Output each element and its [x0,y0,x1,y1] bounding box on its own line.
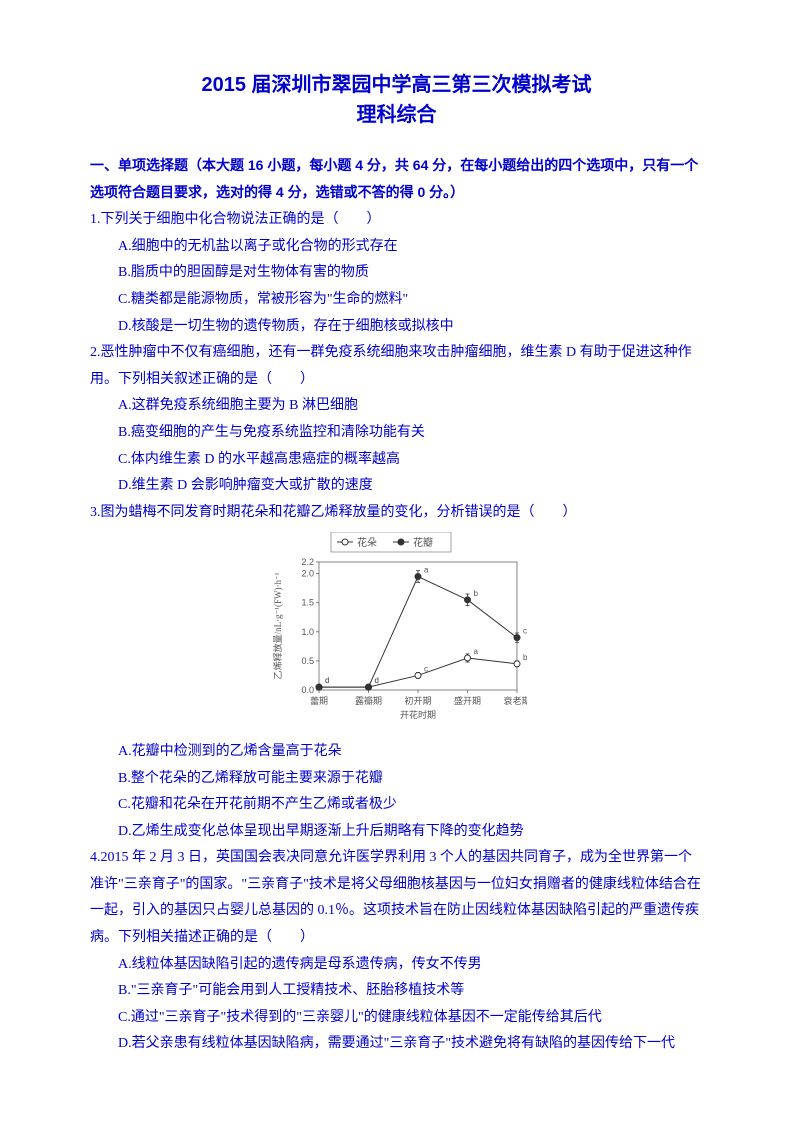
exam-page: 2015 届深圳市翠园中学高三第三次模拟考试 理科综合 一、单项选择题（本大题 … [0,0,793,1118]
question-1-option-d: D.核酸是一切生物的遗传物质，存在于细胞核或拟核中 [90,314,703,341]
svg-text:花朵: 花朵 [357,536,377,549]
question-3-option-b: B.整个花朵的乙烯释放可能主要来源于花瓣 [90,766,703,793]
question-2-option-b: B.癌变细胞的产生与免疫系统监控和清除功能有关 [90,420,703,447]
question-4-option-d: D.若父亲患有线粒体基因缺陷病，需要通过"三亲育子"技术避免将有缺陷的基因传给下… [90,1031,703,1058]
question-4-stem: 4.2015 年 2 月 3 日，英国国会表决同意允许医学界利用 3 个人的基因… [90,845,703,951]
question-1-option-a: A.细胞中的无机盐以离子或化合物的形式存在 [90,234,703,261]
section-instruction: 一、单项选择题（本大题 16 小题，每小题 4 分，共 64 分，在每小题给出的… [90,152,703,205]
question-4-option-c: C.通过"三亲育子"技术得到的"三亲婴儿"的健康线粒体基因不一定能传给其后代 [90,1005,703,1032]
svg-text:0.0: 0.0 [301,685,314,695]
svg-text:a: a [424,566,429,575]
svg-text:0.5: 0.5 [301,656,314,666]
svg-text:b: b [473,589,478,598]
question-3-stem: 3.图为蜡梅不同发育时期花朵和花瓣乙烯释放量的变化，分析错误的是（ ） [90,500,703,527]
svg-text:露瓣期: 露瓣期 [354,696,381,706]
svg-text:2.2: 2.2 [301,557,314,567]
question-3-option-a: A.花瓣中检测到的乙烯含量高于花朵 [90,739,703,766]
question-4-option-b: B."三亲育子"可能会用到人工授精技术、胚胎移植技术等 [90,978,703,1005]
svg-text:盛开期: 盛开期 [453,695,480,706]
svg-text:c: c [523,627,527,636]
svg-text:1.0: 1.0 [301,627,314,637]
svg-text:b: b [523,653,527,662]
title-line2: 理科综合 [357,104,437,126]
svg-text:c: c [325,676,329,685]
question-2-option-c: C.体内维生素 D 的水平越高患癌症的概率越高 [90,447,703,474]
question-1-stem: 1.下列关于细胞中化合物说法正确的是（ ） [90,207,703,234]
question-3-option-d: D.乙烯生成变化总体呈现出早期逐渐上升后期略有下降的变化趋势 [90,819,703,846]
exam-title: 2015 届深圳市翠园中学高三第三次模拟考试 理科综合 [90,70,703,130]
svg-text:乙烯释放量/nL·g⁻¹(FW)·h⁻¹: 乙烯释放量/nL·g⁻¹(FW)·h⁻¹ [272,573,283,680]
ethylene-chart: 0.0 0.5 1.0 1.5 2.0 2.2 蕾期 露瓣期 初开期 盛开期 衰老期 乙烯释放量/nL… [267,532,527,722]
question-4-option-a: A.线粒体基因缺陷引起的遗传病是母系遗传病，传女不传男 [90,952,703,979]
question-2-option-a: A.这群免疫系统细胞主要为 B 淋巴细胞 [90,393,703,420]
svg-text:蕾期: 蕾期 [309,695,327,706]
svg-text:c: c [374,676,378,685]
svg-text:开花时期: 开花时期 [399,709,435,720]
svg-text:衰老期: 衰老期 [503,695,527,706]
svg-text:2.0: 2.0 [301,569,314,579]
question-2-stem: 2.恶性肿瘤中不仅有癌细胞，还有一群免疫系统细胞来攻击肿瘤细胞，维生素 D 有助… [90,340,703,393]
svg-text:1.5: 1.5 [301,598,314,608]
svg-text:c: c [424,665,428,674]
svg-text:初开期: 初开期 [404,695,431,706]
svg-text:花瓣: 花瓣 [413,536,433,549]
title-line1: 2015 届深圳市翠园中学高三第三次模拟考试 [201,74,591,96]
ethylene-chart-wrap: 0.0 0.5 1.0 1.5 2.0 2.2 蕾期 露瓣期 初开期 盛开期 衰老期 乙烯释放量/nL… [90,532,703,733]
svg-text:a: a [473,647,478,656]
question-1-option-b: B.脂质中的胆固醇是对生物体有害的物质 [90,260,703,287]
question-3-option-c: C.花瓣和花朵在开花前期不产生乙烯或者极少 [90,792,703,819]
question-2-option-d: D.维生素 D 会影响肿瘤变大或扩散的速度 [90,473,703,500]
question-1-option-c: C.糖类都是能源物质，常被形容为"生命的燃料" [90,287,703,314]
